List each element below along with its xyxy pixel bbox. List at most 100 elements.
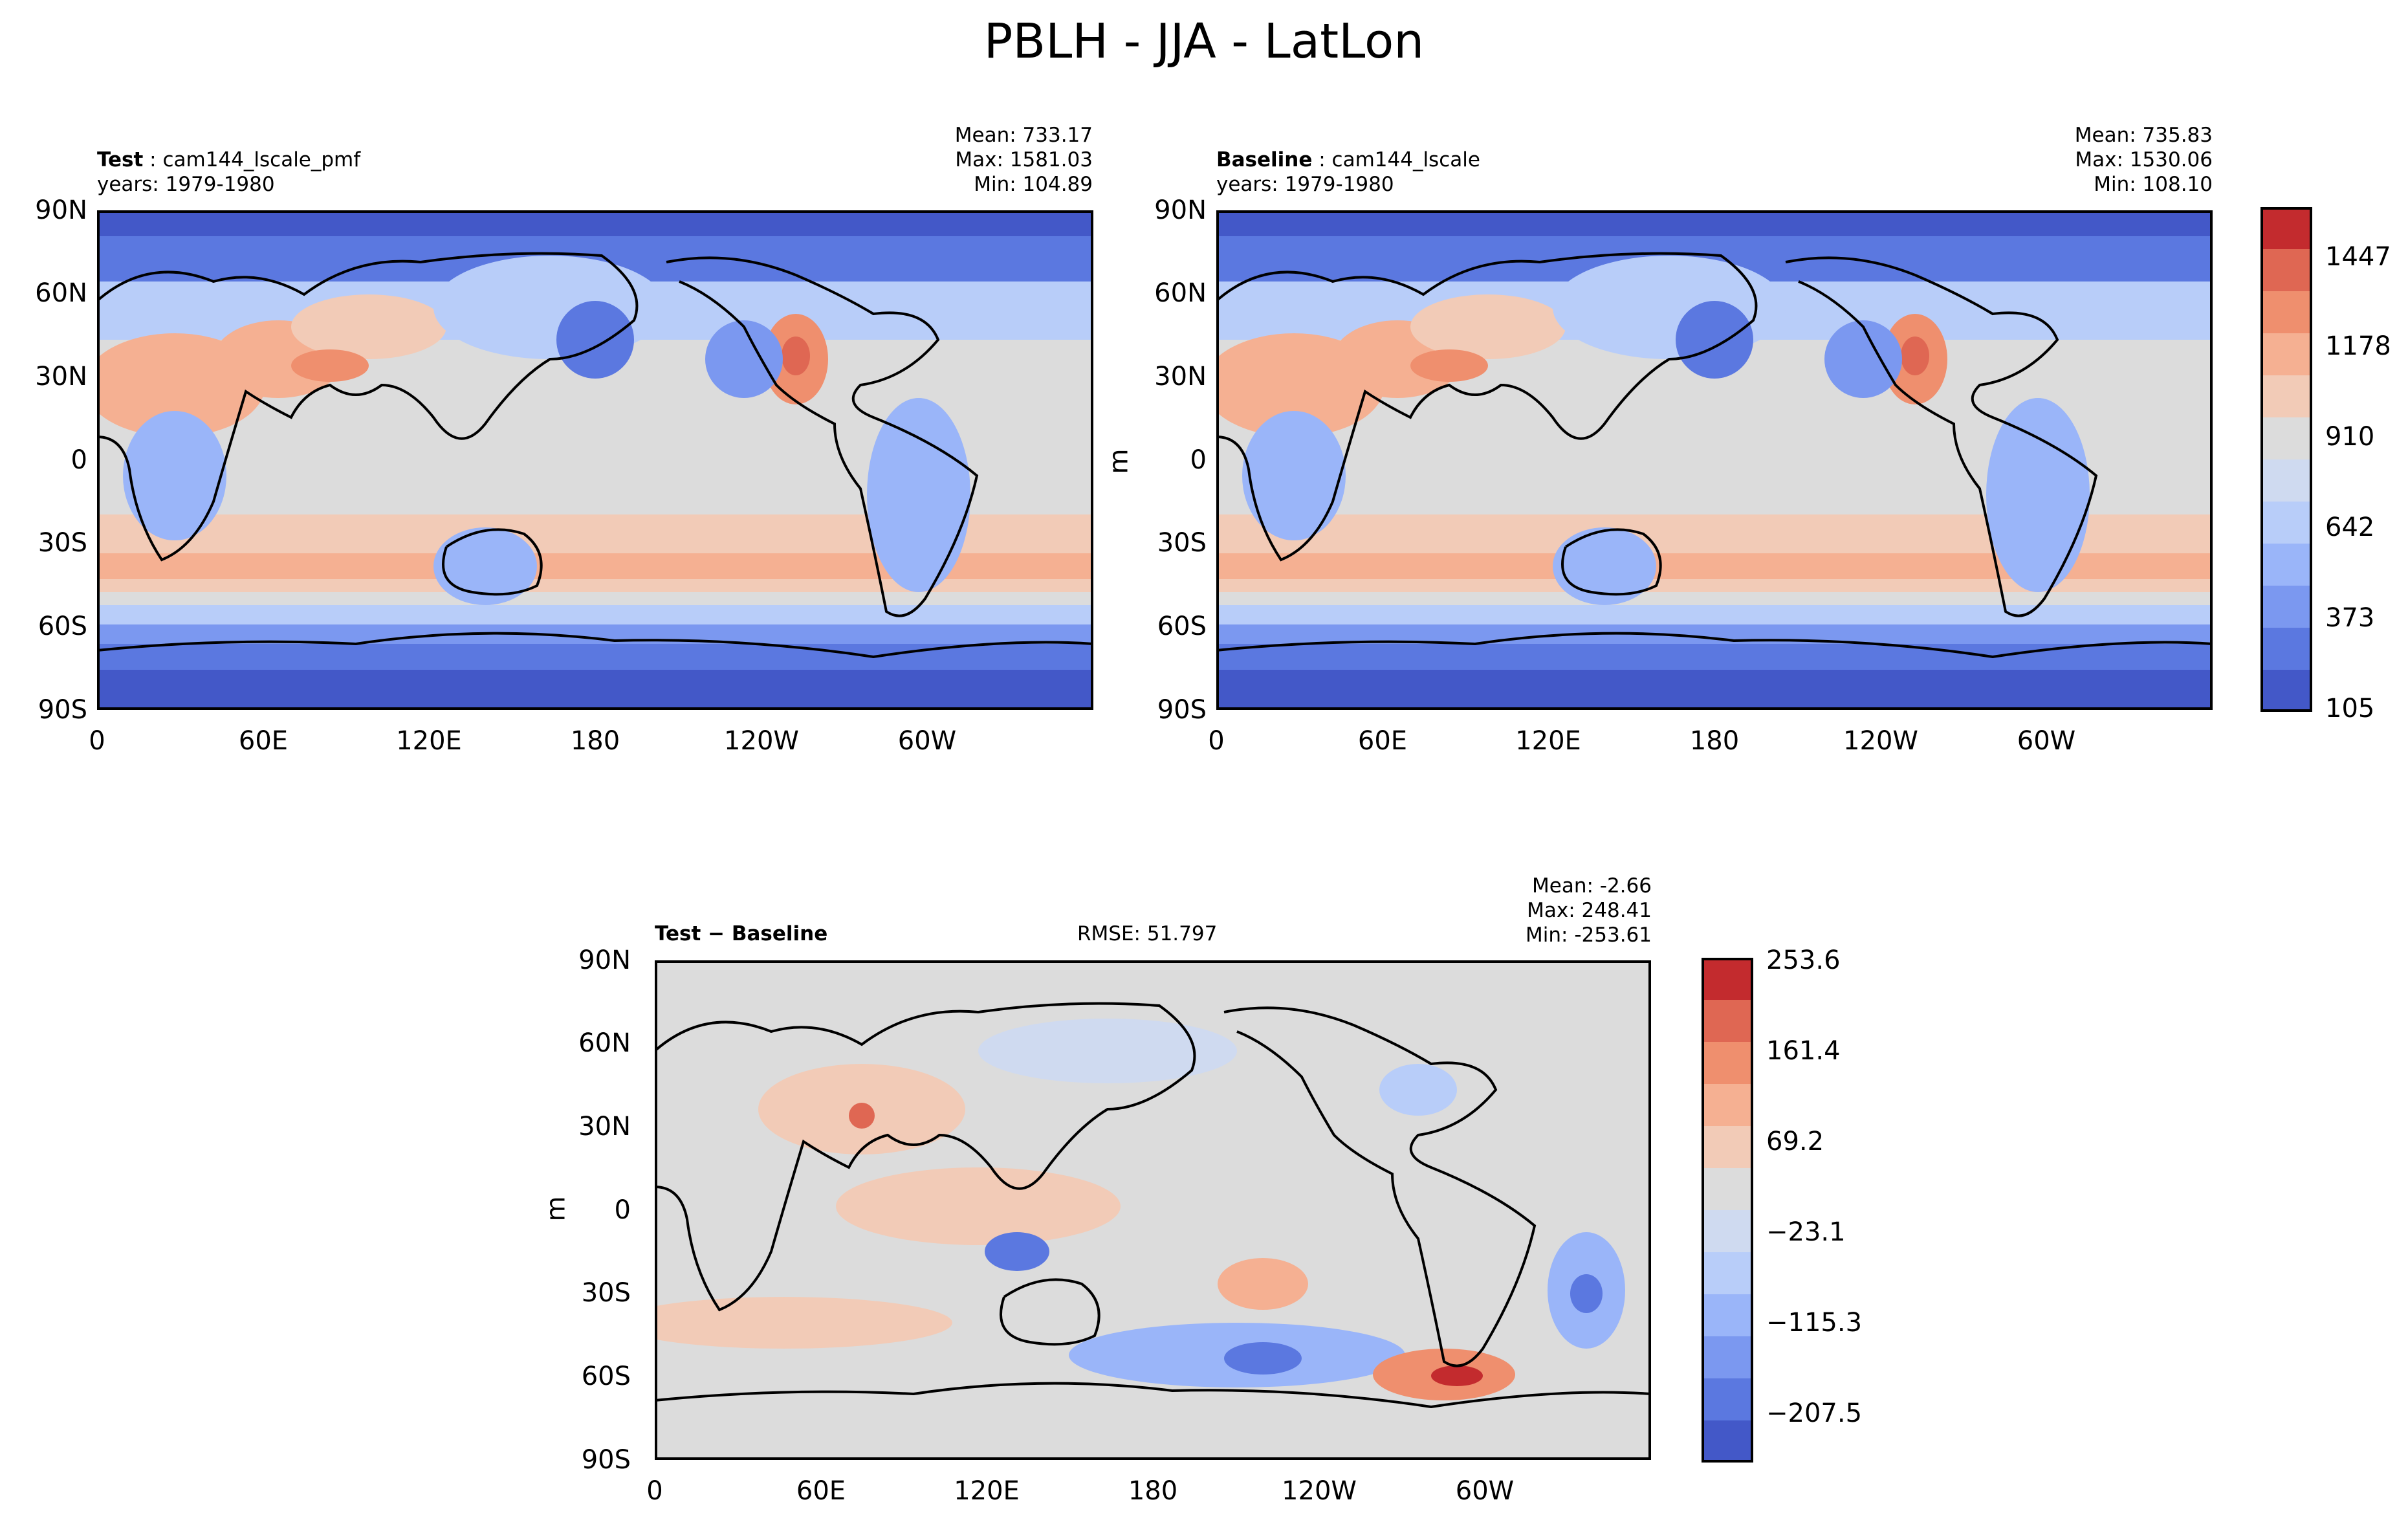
test-lat-tick-30n: 30N <box>35 362 87 392</box>
baseline-central-asia <box>1410 294 1566 359</box>
main-colorbar-level-11 <box>2260 207 2312 250</box>
test-lat-tick-90s: 90S <box>38 695 87 725</box>
baseline-lat-tick-30n: 30N <box>1154 362 1207 392</box>
diff-cb-tick-m207: −207.5 <box>1766 1398 1863 1428</box>
test-label-name: cam144_lscale_pmf <box>162 148 361 171</box>
baseline-sa <box>1986 398 2090 592</box>
diff-lat-tick-60n: 60N <box>578 1028 631 1058</box>
diff-colorbar-level-5 <box>1702 1210 1753 1253</box>
diff-cb-tick-161: 161.4 <box>1766 1036 1841 1066</box>
diff-colorbar-level-6 <box>1702 1168 1753 1211</box>
baseline-label: Baseline : cam144_lscale <box>1216 148 1480 171</box>
baseline-lon-tick-180: 180 <box>1689 726 1740 756</box>
baseline-band-ant2 <box>1216 670 2213 710</box>
diff-blob-3 <box>836 1167 1121 1245</box>
main-colorbar-level-4 <box>2260 502 2312 544</box>
diff-colorbar-level-4 <box>1702 1252 1753 1295</box>
baseline-band-arctic2 <box>1216 210 2213 236</box>
test-years: years: 1979-1980 <box>97 173 275 196</box>
diff-blob-13 <box>1379 1064 1457 1116</box>
test-lat-tick-60s: 60S <box>38 612 87 641</box>
test-nw-pacific <box>556 301 634 379</box>
baseline-lat-tick-60s: 60S <box>1157 612 1207 641</box>
diff-cb-tick-m115: −115.3 <box>1766 1308 1863 1338</box>
test-lat-tick-30s: 30S <box>38 528 87 558</box>
main-colorbar <box>2260 207 2312 712</box>
test-lat-tick-60n: 60N <box>35 278 87 308</box>
test-max: Max: 1581.03 <box>955 148 1093 171</box>
diff-colorbar-level-7 <box>1702 1126 1753 1169</box>
diff-rmse: RMSE: 51.797 <box>1077 922 1218 945</box>
diff-lat-tick-90n: 90N <box>578 945 631 975</box>
diff-blob-14 <box>978 1019 1237 1083</box>
test-tibet <box>291 349 369 382</box>
main-colorbar-level-2 <box>2260 586 2312 628</box>
test-lon-tick-180: 180 <box>570 726 620 756</box>
diff-lat-tick-30n: 30N <box>578 1112 631 1142</box>
diff-cb-tick-m23: −23.1 <box>1766 1217 1846 1247</box>
test-coastlines <box>97 252 1093 659</box>
test-sa <box>867 398 970 592</box>
diff-lon-tick-60w: 60W <box>1455 1476 1515 1506</box>
main-cb-tick-105: 105 <box>2325 694 2375 723</box>
test-min: Min: 104.89 <box>974 173 1093 196</box>
baseline-lon-tick-0: 0 <box>1208 726 1225 756</box>
diff-lon-tick-180: 180 <box>1128 1476 1178 1506</box>
figure-title: PBLH - JJA - LatLon <box>983 14 1425 69</box>
diff-lon-tick-60e: 60E <box>796 1476 846 1506</box>
baseline-nw-pacific <box>1676 301 1753 379</box>
test-lat-tick-90n: 90N <box>35 195 87 225</box>
baseline-max: Max: 1530.06 <box>2075 148 2213 171</box>
main-colorbar-frame <box>2260 207 2312 712</box>
baseline-label-bold: Baseline <box>1216 148 1313 171</box>
diff-colorbar <box>1702 958 1753 1463</box>
test-lon-tick-0: 0 <box>89 726 105 756</box>
diff-map-frame <box>655 960 1651 1460</box>
test-africa-south <box>123 411 226 540</box>
baseline-tibet <box>1410 349 1488 382</box>
diff-lon-tick-120w: 120W <box>1282 1476 1357 1506</box>
diff-colorbar-level-0 <box>1702 1420 1753 1463</box>
baseline-label-name: cam144_lscale <box>1331 148 1480 171</box>
diff-lat-tick-30s: 30S <box>581 1278 631 1308</box>
baseline-map <box>1216 210 2213 710</box>
main-colorbar-level-7 <box>2260 375 2312 418</box>
main-cb-tick-1178: 1178 <box>2325 331 2391 361</box>
diff-map <box>655 960 1651 1460</box>
test-label-bold: Test <box>97 148 144 171</box>
diff-colorbar-level-2 <box>1702 1336 1753 1379</box>
diff-lon-tick-0: 0 <box>646 1476 663 1506</box>
main-colorbar-level-10 <box>2260 249 2312 292</box>
diff-blob-5 <box>1218 1258 1308 1310</box>
main-colorbar-level-0 <box>2260 670 2312 712</box>
main-cb-tick-910: 910 <box>2325 422 2375 452</box>
main-colorbar-level-9 <box>2260 291 2312 334</box>
diff-cb-tick-253: 253.6 <box>1766 945 1841 975</box>
test-lon-tick-120e: 120E <box>396 726 462 756</box>
diff-colorbar-level-3 <box>1702 1294 1753 1337</box>
test-ne-pacific <box>705 320 783 398</box>
baseline-lon-tick-120w: 120W <box>1843 726 1918 756</box>
test-map-frame <box>97 210 1093 710</box>
diff-blob-9 <box>1431 1365 1483 1386</box>
test-mean: Mean: 733.17 <box>954 124 1093 147</box>
test-band-arctic2 <box>97 210 1093 236</box>
test-australia <box>433 527 537 605</box>
diff-colorbar-frame <box>1702 958 1753 1463</box>
test-lon-tick-60e: 60E <box>238 726 289 756</box>
baseline-coastlines <box>1216 252 2213 659</box>
baseline-lat-tick-0: 0 <box>1190 445 1207 475</box>
diff-lat-tick-0: 0 <box>614 1195 631 1225</box>
baseline-years: years: 1979-1980 <box>1216 173 1394 196</box>
baseline-lon-tick-60e: 60E <box>1357 726 1408 756</box>
diff-blob-4 <box>655 1297 952 1349</box>
diff-cb-tick-69: 69.2 <box>1766 1127 1824 1156</box>
baseline-map-frame <box>1216 210 2213 710</box>
diff-colorbar-level-9 <box>1702 1042 1753 1085</box>
main-cb-tick-1447: 1447 <box>2325 242 2391 272</box>
main-colorbar-level-3 <box>2260 544 2312 586</box>
main-colorbar-level-8 <box>2260 333 2312 376</box>
diff-coastlines <box>655 1002 1651 1409</box>
test-band-ant2 <box>97 670 1093 710</box>
diff-label: Test − Baseline <box>655 922 828 945</box>
